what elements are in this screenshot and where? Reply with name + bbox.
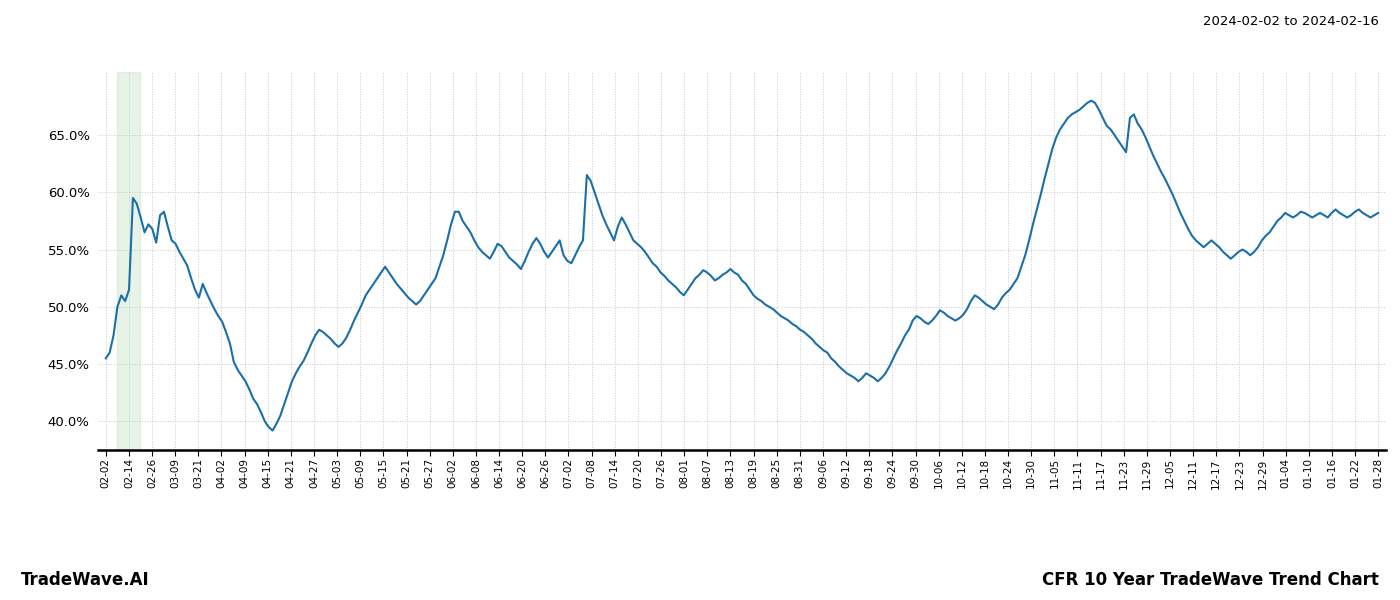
Text: CFR 10 Year TradeWave Trend Chart: CFR 10 Year TradeWave Trend Chart: [1042, 571, 1379, 589]
Text: 2024-02-02 to 2024-02-16: 2024-02-02 to 2024-02-16: [1203, 15, 1379, 28]
Text: TradeWave.AI: TradeWave.AI: [21, 571, 150, 589]
Bar: [118, 72, 140, 450]
